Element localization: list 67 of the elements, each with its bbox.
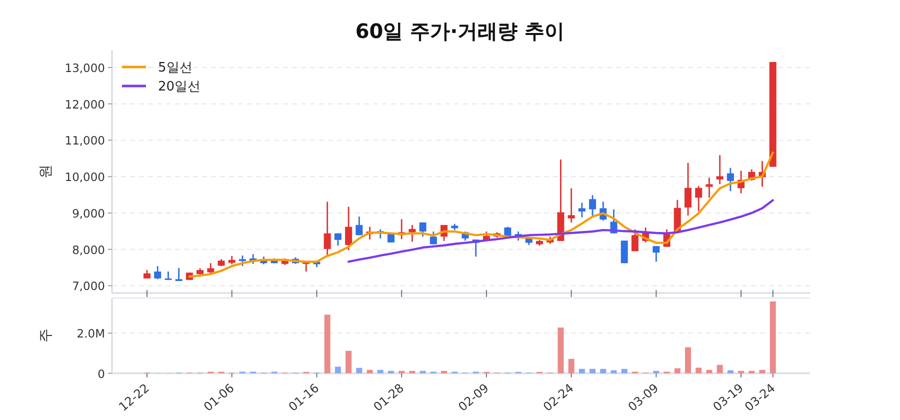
y-axis-title: 주 (38, 328, 54, 343)
bar (674, 368, 680, 374)
bar (738, 370, 744, 374)
candlestick (706, 176, 713, 198)
bar (388, 370, 394, 374)
candlestick (324, 200, 331, 257)
bar (727, 370, 734, 374)
bar (377, 370, 384, 374)
candlestick (652, 245, 660, 262)
bar (685, 347, 692, 374)
candlestick (334, 232, 342, 246)
y-tick-label: 12,000 (64, 97, 105, 112)
candlestick (684, 162, 692, 216)
bar (610, 370, 617, 374)
chart-title: 60일 주가·거래량 추이 (355, 19, 565, 43)
y-tick-label: 0 (98, 366, 105, 381)
candlestick (419, 222, 426, 238)
bar (621, 368, 628, 374)
candlestick (154, 265, 162, 280)
legend-label: 20일선 (158, 80, 201, 94)
bar (324, 314, 330, 374)
bar (716, 364, 723, 374)
bar (409, 370, 416, 374)
bar (590, 368, 596, 374)
candlestick (430, 230, 437, 245)
bar (568, 358, 574, 374)
y-tick-label: 2.0M (76, 326, 105, 341)
candlestick (175, 267, 182, 282)
candlestick (238, 254, 246, 267)
candlestick (631, 228, 638, 252)
candlestick (589, 194, 596, 216)
y-tick-label: 9,000 (72, 206, 105, 220)
legend-label: 5일선 (158, 60, 192, 76)
bar (770, 301, 776, 374)
bar (706, 370, 712, 374)
candlestick (568, 188, 575, 224)
y-tick-label: 8,000 (72, 242, 105, 257)
bar (346, 350, 352, 374)
line-series (347, 199, 774, 263)
bar (356, 368, 362, 374)
candlestick (207, 262, 214, 274)
bar (441, 370, 448, 374)
candlestick (578, 202, 586, 218)
candlestick (356, 216, 363, 236)
candlestick (408, 224, 416, 242)
bar (653, 370, 660, 374)
bar (558, 328, 564, 374)
bar (398, 370, 405, 374)
bar (600, 368, 606, 374)
candlestick (716, 154, 724, 185)
candlestick (620, 240, 628, 264)
bar (748, 370, 755, 374)
line-series (188, 151, 774, 278)
bar (578, 368, 585, 374)
candlestick (695, 185, 702, 212)
y-tick-label: 7,000 (72, 279, 105, 294)
bar (759, 370, 766, 374)
bar (420, 370, 426, 374)
y-tick-label: 10,000 (64, 170, 105, 184)
y-axis-title: 원 (38, 164, 54, 178)
candlestick (726, 167, 734, 192)
y-tick-label: 13,000 (64, 60, 105, 75)
bar (334, 366, 341, 374)
y-tick-label: 11,000 (64, 134, 105, 148)
bar (696, 368, 702, 374)
candlestick (345, 206, 352, 251)
bar (366, 370, 373, 374)
